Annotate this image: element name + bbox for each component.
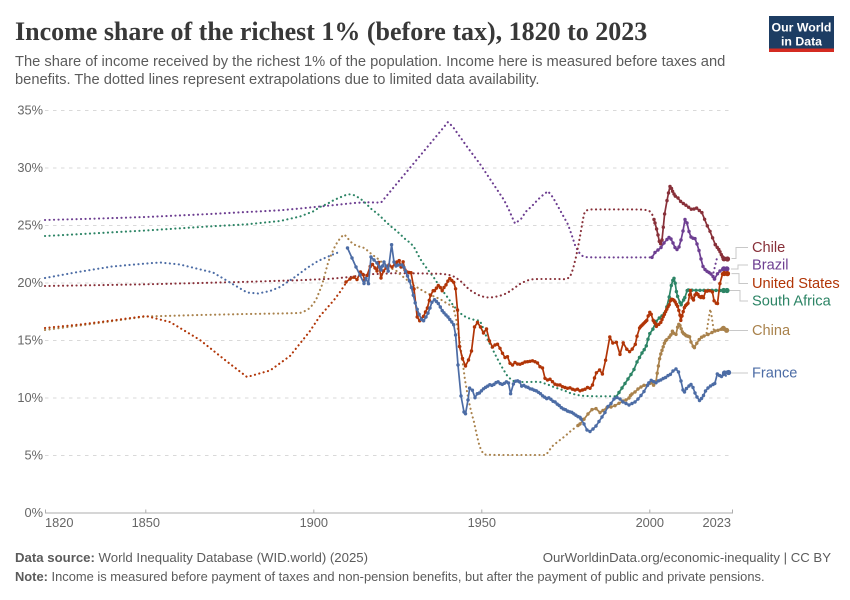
svg-text:1900: 1900 — [300, 515, 328, 530]
svg-text:5%: 5% — [25, 448, 44, 463]
svg-text:benefits. The dotted lines rep: benefits. The dotted lines represent ext… — [15, 72, 539, 88]
svg-text:China: China — [752, 323, 791, 339]
svg-text:Data source: World Inequality: Data source: World Inequality Database (… — [15, 550, 368, 565]
svg-text:15%: 15% — [17, 333, 43, 348]
svg-text:Brazil: Brazil — [752, 258, 789, 274]
svg-text:in Data: in Data — [781, 35, 822, 49]
svg-text:20%: 20% — [17, 275, 43, 290]
svg-text:35%: 35% — [17, 103, 43, 118]
svg-text:France: France — [752, 366, 797, 382]
svg-text:1820: 1820 — [45, 515, 73, 530]
svg-text:Chile: Chile — [752, 240, 785, 256]
svg-text:0%: 0% — [25, 505, 44, 520]
svg-text:25%: 25% — [17, 218, 43, 233]
svg-text:OurWorldinData.org/economic-in: OurWorldinData.org/economic-inequality |… — [543, 550, 832, 565]
svg-text:United States: United States — [752, 276, 840, 292]
svg-text:30%: 30% — [17, 160, 43, 175]
svg-text:South Africa: South Africa — [752, 294, 832, 310]
svg-text:Income share of the richest 1%: Income share of the richest 1% (before t… — [15, 17, 647, 46]
svg-text:1950: 1950 — [468, 515, 496, 530]
svg-text:2023: 2023 — [703, 515, 731, 530]
svg-text:10%: 10% — [17, 390, 43, 405]
svg-text:Our World: Our World — [772, 21, 832, 35]
svg-text:Note: Income is measured befor: Note: Income is measured before payment … — [15, 569, 765, 584]
svg-text:The share of income received b: The share of income received by the rich… — [15, 54, 725, 70]
svg-text:1850: 1850 — [132, 515, 160, 530]
svg-text:2000: 2000 — [636, 515, 664, 530]
